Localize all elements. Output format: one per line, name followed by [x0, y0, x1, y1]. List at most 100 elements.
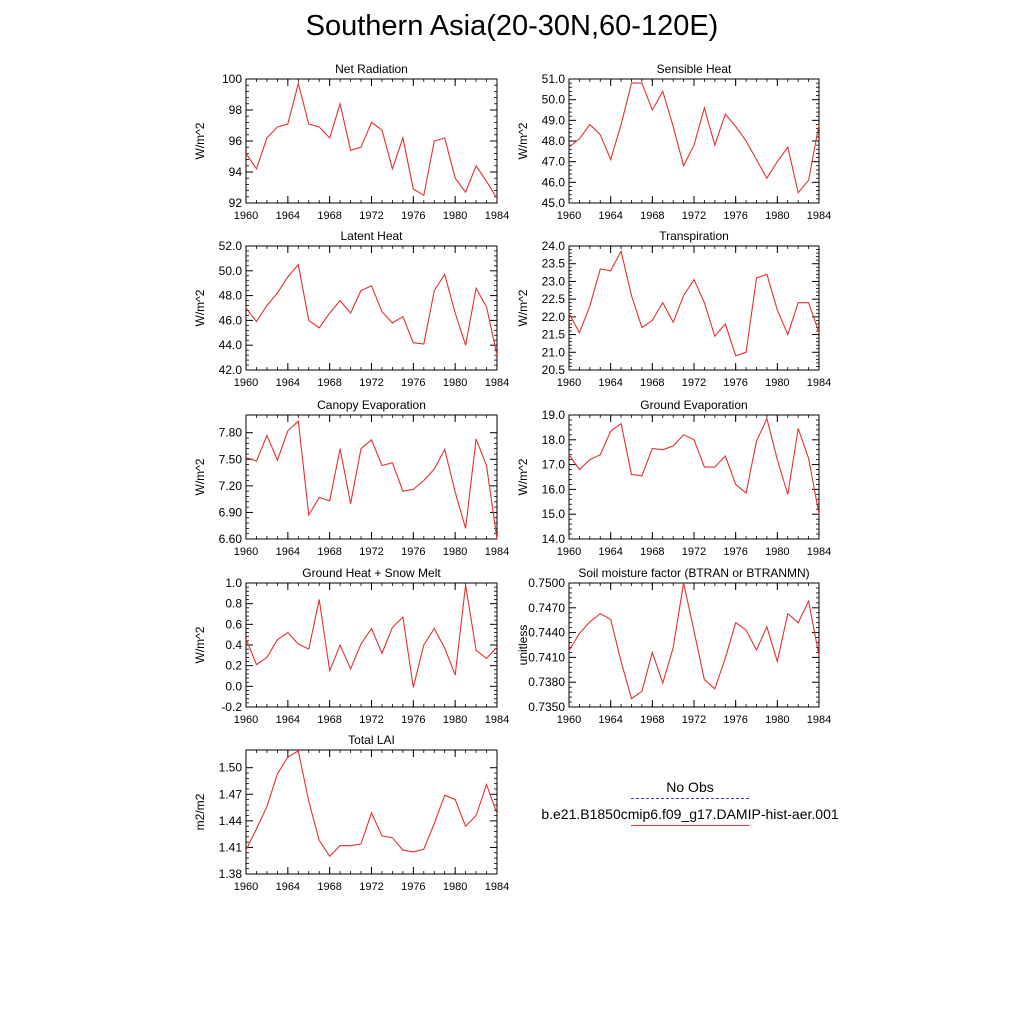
panel-title: Ground Heat + Snow Melt	[302, 566, 441, 580]
y-tick-label: 48.0	[219, 289, 243, 303]
x-tick-label: 1972	[682, 714, 706, 726]
legend: No Obs b.e21.B1850cmip6.f09_g17.DAMIP-hi…	[530, 778, 850, 826]
legend-model-label: b.e21.B1850cmip6.f09_g17.DAMIP-hist-aer.…	[541, 806, 839, 822]
y-tick-label: 45.0	[542, 196, 566, 210]
y-tick-label: 23.5	[542, 257, 566, 271]
panel-2: Sensible Heat W/m^2 1960 1964 1968 1972 1976 19…	[516, 62, 831, 222]
y-tick-label: 51.0	[542, 72, 566, 86]
y-tick-label: 19.0	[542, 408, 566, 422]
x-tick-label: 1972	[682, 546, 706, 558]
x-tick-label: 1964	[598, 377, 622, 389]
x-tick-label: 1968	[317, 210, 341, 222]
y-tick-label: 0.7440	[528, 626, 565, 640]
x-tick-label: 1968	[317, 881, 341, 893]
y-tick-label: 22.0	[542, 310, 566, 324]
x-tick-label: 1984	[485, 377, 509, 389]
y-tick-label: 17.0	[542, 458, 566, 472]
plot-frame	[568, 245, 820, 371]
x-tick-label: 1972	[359, 210, 383, 222]
y-tick-label: 7.80	[219, 426, 243, 440]
panel-title: Total LAI	[348, 733, 395, 747]
legend-obs-label: No Obs	[666, 779, 714, 795]
panel-title: Latent Heat	[340, 229, 403, 243]
panel-title: Canopy Evaporation	[317, 398, 426, 412]
x-tick-label: 1960	[234, 714, 258, 726]
x-tick-label: 1960	[557, 546, 581, 558]
x-tick-label: 1964	[276, 210, 300, 222]
x-tick-label: 1976	[723, 714, 747, 726]
series-line	[245, 81, 498, 199]
panel-title: Sensible Heat	[657, 62, 732, 76]
x-tick-label: 1984	[807, 714, 831, 726]
y-tick-label: 47.0	[542, 155, 566, 169]
y-axis-label: W/m^2	[516, 289, 530, 326]
x-tick-label: 1972	[359, 377, 383, 389]
y-tick-label: 42.0	[219, 363, 243, 377]
y-tick-label: 0.7410	[528, 650, 565, 664]
y-tick-label: 0.7470	[528, 601, 565, 615]
y-tick-label: 16.0	[542, 482, 566, 496]
y-tick-label: 0.0	[225, 679, 242, 693]
panel-title: Ground Evaporation	[640, 398, 747, 412]
y-tick-label: 0.2	[225, 659, 242, 673]
x-tick-label: 1972	[359, 546, 383, 558]
x-tick-label: 1984	[807, 210, 831, 222]
y-tick-label: 92	[229, 196, 243, 210]
y-tick-label: 96	[229, 134, 243, 148]
panel-8: Soil moisture factor (BTRAN or BTRANMN) u…	[516, 566, 831, 726]
x-tick-label: 1972	[682, 210, 706, 222]
y-axis-label: m2/m2	[193, 793, 207, 830]
y-tick-label: 21.0	[542, 345, 566, 359]
x-tick-label: 1980	[443, 210, 467, 222]
x-tick-label: 1976	[723, 210, 747, 222]
x-tick-label: 1964	[276, 377, 300, 389]
x-tick-label: 1976	[401, 714, 425, 726]
x-tick-label: 1984	[485, 714, 509, 726]
plot-frame	[245, 582, 498, 708]
x-tick-label: 1968	[640, 210, 664, 222]
y-tick-label: 1.50	[219, 761, 243, 775]
y-tick-label: 1.47	[219, 787, 243, 801]
x-tick-label: 1968	[640, 377, 664, 389]
y-tick-label: 44.0	[219, 338, 243, 352]
y-tick-label: 18.0	[542, 433, 566, 447]
x-tick-label: 1980	[765, 546, 789, 558]
x-tick-label: 1976	[401, 377, 425, 389]
x-tick-label: 1980	[443, 377, 467, 389]
x-tick-label: 1960	[234, 881, 258, 893]
y-tick-label: 1.44	[219, 814, 243, 828]
y-tick-label: 15.0	[542, 507, 566, 521]
panel-3: Latent Heat W/m^2 1960 1964 1968 1972 1976 1980…	[193, 229, 509, 389]
y-tick-label: 0.4	[225, 638, 242, 652]
x-tick-label: 1960	[234, 546, 258, 558]
x-tick-label: 1972	[682, 377, 706, 389]
panel-9: Total LAI m2/m2 1960 1964 1968 1972 1976 1980 19…	[193, 733, 509, 893]
y-tick-label: 1.38	[219, 867, 243, 881]
x-tick-label: 1984	[807, 377, 831, 389]
x-tick-label: 1980	[765, 377, 789, 389]
x-tick-label: 1984	[485, 210, 509, 222]
plot-frame	[245, 245, 498, 371]
x-tick-label: 1976	[401, 546, 425, 558]
x-tick-label: 1960	[234, 210, 258, 222]
y-tick-label: 23.0	[542, 274, 566, 288]
y-axis-label: W/m^2	[516, 458, 530, 495]
y-tick-label: 94	[229, 165, 243, 179]
x-tick-label: 1964	[276, 881, 300, 893]
x-tick-label: 1976	[723, 546, 747, 558]
plot-frame	[245, 414, 498, 540]
series-line	[245, 750, 498, 858]
x-tick-label: 1960	[557, 210, 581, 222]
y-tick-label: 6.60	[219, 532, 243, 546]
y-axis-label: W/m^2	[516, 122, 530, 159]
y-tick-label: 52.0	[219, 239, 243, 253]
x-tick-label: 1976	[401, 881, 425, 893]
y-tick-label: 46.0	[542, 175, 566, 189]
x-tick-label: 1980	[443, 881, 467, 893]
y-tick-label: 0.7500	[528, 576, 565, 590]
panel-title: Soil moisture factor (BTRAN or BTRANMN)	[578, 566, 809, 580]
y-tick-label: -0.2	[221, 700, 242, 714]
y-tick-label: 50.0	[219, 264, 243, 278]
y-tick-label: 20.5	[542, 363, 566, 377]
x-tick-label: 1980	[443, 546, 467, 558]
